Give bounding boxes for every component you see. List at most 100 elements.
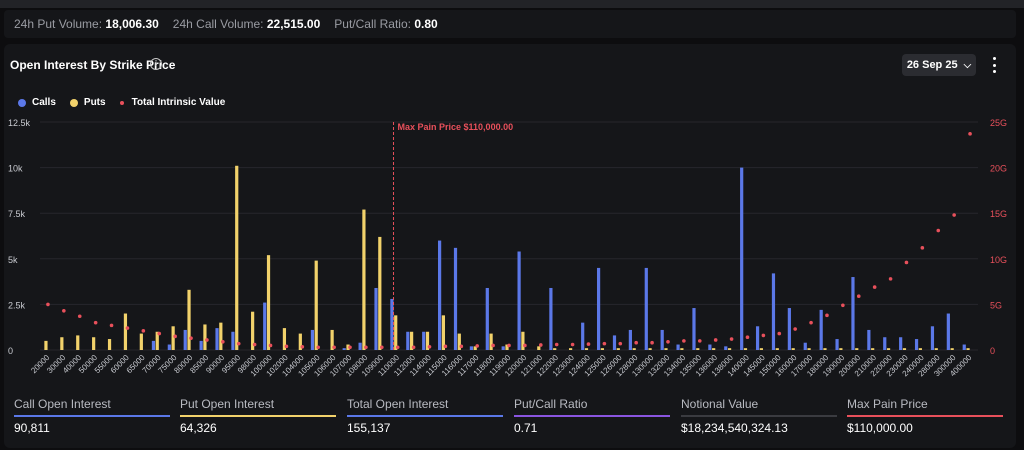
put-bar bbox=[155, 331, 159, 350]
put-bar bbox=[712, 348, 716, 350]
put-bar bbox=[775, 348, 779, 350]
tiv-point bbox=[189, 336, 193, 340]
put-bar bbox=[123, 313, 128, 350]
call-volume-label: 24h Call Volume: bbox=[172, 17, 264, 31]
tiv-point bbox=[713, 338, 718, 342]
put-bar bbox=[489, 333, 493, 350]
tiv-point bbox=[507, 343, 511, 348]
call-bar bbox=[358, 342, 362, 350]
top-strip bbox=[0, 0, 1024, 8]
call-bar bbox=[946, 313, 950, 350]
y-tick-label-left: 10k bbox=[8, 164, 23, 174]
call-bar bbox=[644, 267, 648, 350]
legend-calls[interactable]: Calls bbox=[18, 97, 56, 108]
put-bar bbox=[410, 331, 414, 350]
stat-underline bbox=[14, 415, 170, 417]
put-bar bbox=[505, 344, 509, 350]
stat-value: $110,000.00 bbox=[847, 421, 913, 435]
put-bar bbox=[537, 346, 541, 350]
y-tick-label-right: 0 bbox=[990, 346, 995, 356]
call-bar bbox=[835, 339, 839, 350]
stat-value: $18,234,540,324.13 bbox=[681, 421, 788, 435]
call-bar bbox=[501, 346, 505, 350]
put-bar bbox=[251, 311, 255, 350]
put-volume-value: 18,006.30 bbox=[105, 17, 159, 31]
put-bar bbox=[871, 348, 875, 350]
call-bar bbox=[962, 344, 966, 350]
put-bar bbox=[425, 331, 430, 350]
put-bar bbox=[839, 348, 843, 350]
call-bar bbox=[692, 308, 696, 350]
tiv-point bbox=[221, 339, 225, 344]
tiv-point bbox=[952, 213, 956, 217]
put-bar bbox=[298, 333, 302, 350]
call-bar bbox=[883, 337, 887, 350]
tiv-point bbox=[459, 344, 464, 349]
tiv-point bbox=[618, 341, 623, 346]
put-bar bbox=[441, 315, 446, 350]
tiv-point bbox=[777, 331, 782, 336]
put-bar bbox=[855, 348, 859, 350]
legend-tiv[interactable]: Total Intrinsic Value bbox=[119, 97, 225, 108]
put-volume: 24h Put Volume: 18,006.30 bbox=[14, 17, 159, 31]
put-bar bbox=[823, 348, 827, 350]
put-bar bbox=[680, 348, 684, 350]
chevron-down-icon: ⌵ bbox=[963, 59, 972, 71]
put-bar bbox=[600, 348, 604, 350]
tiv-point bbox=[173, 334, 177, 339]
y-tick-label-right: 5G bbox=[990, 300, 1002, 310]
info-icon[interactable]: i bbox=[150, 58, 162, 70]
put-bar bbox=[918, 348, 922, 350]
y-tick-label-right: 25G bbox=[990, 118, 1007, 128]
call-bar bbox=[167, 344, 171, 350]
legend-puts[interactable]: Puts bbox=[69, 97, 106, 108]
put-bar bbox=[902, 348, 907, 350]
tiv-point bbox=[316, 345, 321, 350]
y-tick-label-left: 2.5k bbox=[8, 300, 26, 310]
put-bar bbox=[282, 328, 287, 350]
put-bar bbox=[632, 348, 636, 350]
put-bar bbox=[521, 331, 525, 350]
call-volume: 24h Call Volume: 22,515.00 bbox=[173, 17, 320, 31]
put-bar bbox=[791, 348, 795, 350]
call-bar bbox=[438, 240, 442, 350]
put-bar bbox=[60, 337, 64, 350]
expiry-date-select[interactable]: 26 Sep 25 ⌵ bbox=[902, 54, 976, 76]
put-bar bbox=[92, 337, 96, 350]
tiv-point bbox=[666, 339, 670, 344]
call-bar bbox=[581, 322, 585, 350]
tiv-point bbox=[888, 277, 893, 281]
stat-underline bbox=[681, 415, 837, 417]
put-bar bbox=[584, 348, 589, 350]
call-bar bbox=[342, 348, 346, 350]
tiv-point bbox=[729, 337, 734, 341]
call-bar bbox=[755, 326, 760, 350]
tiv-point bbox=[650, 340, 654, 345]
tiv-swatch bbox=[119, 100, 124, 105]
call-bar bbox=[612, 335, 617, 350]
call-bar bbox=[549, 287, 553, 350]
tiv-point bbox=[348, 345, 352, 350]
open-interest-chart: 02.5k5k7.5k10k12.5k05G10G15G20G25G200003… bbox=[8, 118, 1007, 378]
stat-underline bbox=[347, 415, 503, 417]
put-bar bbox=[664, 348, 668, 350]
call-bar bbox=[899, 337, 903, 350]
call-bar bbox=[851, 277, 855, 350]
tiv-point bbox=[554, 342, 559, 347]
tiv-point bbox=[856, 294, 861, 298]
call-bar bbox=[867, 329, 871, 350]
stat-value: 90,811 bbox=[14, 421, 50, 435]
stat-value: 155,137 bbox=[347, 421, 391, 435]
call-bar bbox=[469, 346, 474, 350]
more-options-icon[interactable] bbox=[990, 57, 998, 73]
call-bar bbox=[374, 287, 378, 350]
put-bar bbox=[107, 339, 112, 350]
tiv-point bbox=[141, 329, 146, 333]
tiv-point bbox=[825, 313, 829, 318]
put-bar bbox=[76, 335, 80, 350]
call-bar bbox=[740, 167, 744, 350]
tiv-point bbox=[443, 344, 448, 349]
put-call-ratio-label: Put/Call Ratio: bbox=[334, 17, 411, 31]
stat-underline bbox=[514, 415, 670, 417]
y-tick-label-left: 7.5k bbox=[8, 209, 26, 219]
